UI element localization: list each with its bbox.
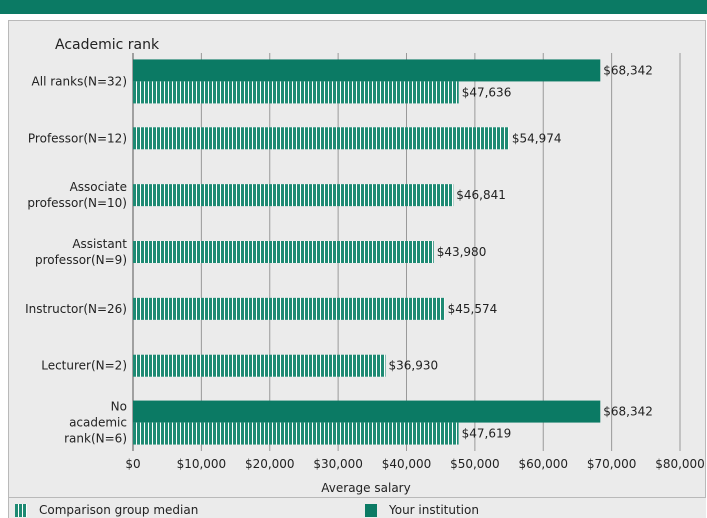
bar-comparison-median: [133, 297, 445, 320]
category-label: All ranks(N=32): [32, 74, 127, 88]
x-tick-label: $50,000: [450, 457, 500, 471]
x-tick-label: $80,000: [655, 457, 705, 471]
chart-legend: Comparison group median Your institution: [8, 498, 706, 518]
bar-comparison-median: [133, 241, 434, 263]
data-label-your-institution: $68,342: [603, 63, 653, 77]
x-tick-label: $20,000: [245, 457, 295, 471]
bar-comparison-median: [133, 422, 459, 445]
data-label-comparison-median: $46,841: [456, 188, 506, 202]
category-label: professor(N=9): [35, 253, 127, 267]
category-label: No: [111, 400, 127, 414]
legend-item-institution: Your institution: [365, 503, 479, 517]
header-accent-bar: [0, 0, 707, 14]
chart-title: Academic rank: [55, 37, 160, 53]
category-label: rank(N=6): [64, 432, 127, 446]
category-label: Instructor(N=26): [25, 302, 127, 316]
x-tick-label: $70,000: [587, 457, 637, 471]
data-label-comparison-median: $54,974: [512, 131, 562, 145]
x-tick-label: $40,000: [382, 457, 432, 471]
category-label: Assistant: [72, 237, 127, 251]
bar-comparison-median: [133, 81, 459, 104]
x-axis-label: Average salary: [321, 481, 410, 495]
chart-panel: $0 $10,000 $20,000 $30,000 $40,000 $50,000 $60…: [8, 20, 706, 498]
data-label-comparison-median: $47,636: [462, 85, 512, 99]
bar-comparison-median: [133, 354, 386, 377]
bar-your-institution: [133, 400, 601, 423]
x-tick-label: $10,000: [177, 457, 227, 471]
category-label: Lecturer(N=2): [41, 359, 127, 373]
x-tick-label: $30,000: [313, 457, 363, 471]
bar-your-institution: [133, 59, 601, 82]
data-label-comparison-median: $47,619: [462, 427, 512, 441]
category-label: professor(N=10): [27, 196, 127, 210]
data-label-comparison-median: $43,980: [437, 245, 487, 259]
legend-label-comparison: Comparison group median: [39, 503, 199, 517]
bar-comparison-median: [133, 127, 509, 150]
legend-swatch-solid: [365, 503, 377, 517]
legend-swatch-striped: [15, 503, 27, 517]
category-label: Professor(N=12): [28, 131, 127, 145]
category-label: Associate: [70, 180, 127, 194]
x-tick-label: $60,000: [518, 457, 568, 471]
data-label-comparison-median: $45,574: [448, 302, 498, 316]
category-label: academic: [69, 416, 127, 430]
x-tick-label: $0: [125, 457, 140, 471]
legend-item-comparison: Comparison group median: [15, 503, 198, 517]
salary-bar-chart: $0 $10,000 $20,000 $30,000 $40,000 $50,000 $60…: [25, 37, 705, 495]
legend-label-institution: Your institution: [389, 503, 479, 517]
data-label-comparison-median: $36,930: [389, 359, 439, 373]
bar-comparison-median: [133, 184, 454, 207]
data-label-your-institution: $68,342: [603, 405, 653, 419]
